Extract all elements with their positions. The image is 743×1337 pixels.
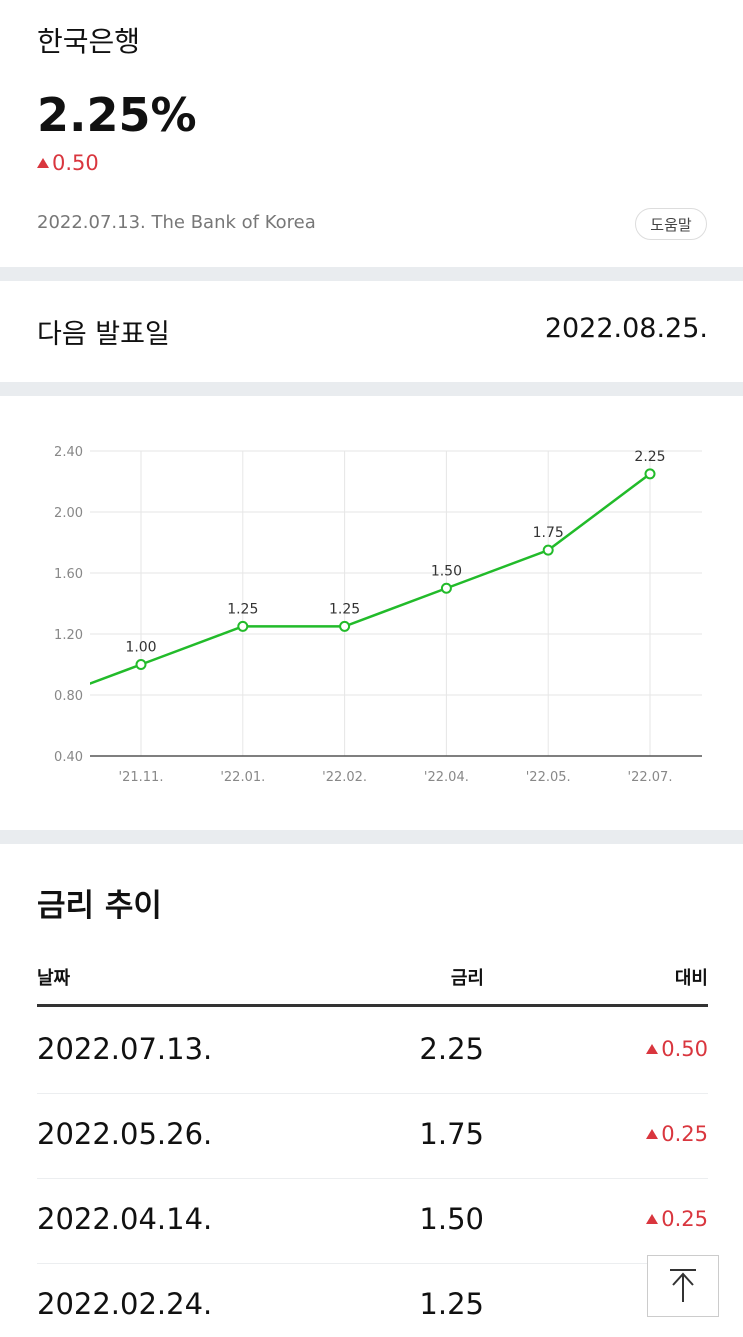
point <box>339 620 351 632</box>
plot <box>35 468 656 707</box>
separator <box>0 382 743 396</box>
source: 2022.07.13. The Bank of Korea <box>37 212 316 233</box>
chart: 0.40 0.80 1.20 1.60 2.00 2.40 '21.11. '22.01. '2… <box>35 445 702 785</box>
x-tick-label: '22.05. <box>526 770 571 785</box>
point <box>440 582 452 594</box>
y-tick-label: 2.40 <box>54 445 83 460</box>
y-tick-label: 1.20 <box>54 628 83 643</box>
rate-cell: 1.75 <box>419 1117 484 1151</box>
rate-change-value: 0.50 <box>52 151 99 175</box>
point <box>135 659 147 670</box>
change-value: 0.25 <box>661 1207 708 1231</box>
date-cell: 2022.02.24. <box>37 1287 213 1321</box>
date-cell: 2022.04.14. <box>37 1202 213 1236</box>
up-icon <box>646 1044 659 1054</box>
separator <box>0 830 743 844</box>
header-line <box>37 1004 708 1007</box>
point <box>237 620 249 632</box>
change-value: 0.50 <box>661 1037 708 1061</box>
x-tick-label: '22.04. <box>424 770 469 785</box>
row-line <box>37 1178 708 1179</box>
change-cell: 0.25 <box>646 1207 708 1231</box>
x-tick-label: '22.07. <box>628 770 673 785</box>
date-cell: 2022.05.26. <box>37 1117 213 1151</box>
row-line <box>37 1093 708 1094</box>
change-value: 0.25 <box>661 1122 708 1146</box>
bank-title: 한국은행 <box>37 25 141 58</box>
rate-cell: 1.50 <box>419 1202 484 1236</box>
x-tick-label: '22.02. <box>322 770 367 785</box>
y-tick-label: 2.00 <box>54 506 83 521</box>
point <box>35 698 44 707</box>
column-header: 대비 <box>674 968 708 989</box>
y-tick-label: 0.40 <box>54 750 83 765</box>
next-release-label: 다음 발표일 <box>37 319 170 350</box>
help-button[interactable]: 도움말 <box>635 208 707 240</box>
y-tick-label: 0.80 <box>54 689 83 704</box>
up-icon <box>646 1129 659 1139</box>
date-cell: 2022.07.13. <box>37 1032 213 1066</box>
change-cell: 0.50 <box>646 1037 708 1061</box>
table-title: 금리 추이 <box>37 888 162 924</box>
point <box>644 468 656 480</box>
next-release-date: 2022.08.25. <box>544 313 708 344</box>
scroll-top-button[interactable] <box>647 1255 719 1317</box>
column-header: 금리 <box>450 968 484 989</box>
scroll-top-icon <box>670 1269 696 1302</box>
rate-cell: 2.25 <box>419 1032 484 1066</box>
value-label: 1.50 <box>431 563 462 579</box>
up-icon <box>37 158 49 168</box>
point <box>542 544 554 556</box>
separator <box>0 267 743 281</box>
column-header: 날짜 <box>37 968 71 989</box>
rate-change: 0.50 <box>37 151 99 175</box>
rate: 2.25% <box>37 88 197 142</box>
value-label: 2.25 <box>634 449 665 465</box>
value-label: 1.25 <box>329 601 360 617</box>
value-label: 1.00 <box>125 640 156 656</box>
y-tick-label: 1.60 <box>54 567 83 582</box>
up-icon <box>646 1214 659 1224</box>
rate-cell: 1.25 <box>419 1287 484 1321</box>
x-tick-label: '21.11. <box>119 770 164 785</box>
change-cell: 0.25 <box>646 1122 708 1146</box>
value-label: 1.25 <box>227 601 258 617</box>
value-label: 1.75 <box>533 525 564 541</box>
x-tick-label: '22.01. <box>220 770 265 785</box>
row-line <box>37 1263 708 1264</box>
